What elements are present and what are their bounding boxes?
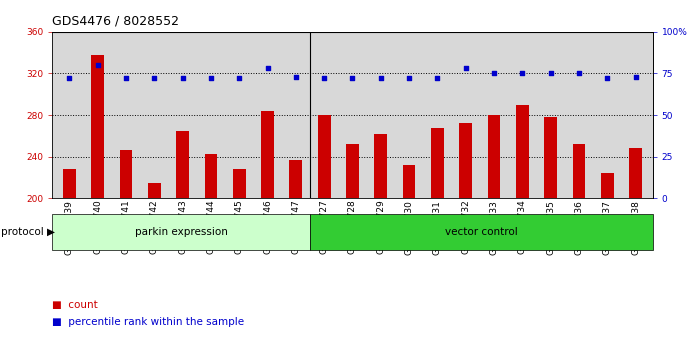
Bar [630,148,642,198]
Bar [119,150,133,198]
Bar [403,165,415,198]
Point [574,71,585,76]
Point [290,74,302,80]
Point [120,76,131,81]
Point [262,65,273,71]
Point [92,62,103,68]
Bar [310,214,653,250]
Point [489,71,500,76]
Bar [459,123,472,198]
Bar [318,115,331,198]
Bar [488,115,500,198]
Bar [233,169,246,198]
Point [234,76,245,81]
Text: GDS4476 / 8028552: GDS4476 / 8028552 [52,14,179,27]
Bar [52,214,310,250]
Bar [601,173,614,198]
Point [149,76,160,81]
Point [205,76,216,81]
Bar [205,154,217,198]
Point [347,76,358,81]
Bar [176,131,189,198]
Bar [374,134,387,198]
Text: ■  percentile rank within the sample: ■ percentile rank within the sample [52,318,244,327]
Point [376,76,387,81]
Bar [516,105,529,198]
Bar [572,144,586,198]
Point [630,74,641,80]
Point [403,76,415,81]
Point [64,76,75,81]
Point [460,65,471,71]
Bar [261,111,274,198]
Point [432,76,443,81]
Bar [431,127,444,198]
Point [517,71,528,76]
Text: ■  count: ■ count [52,300,98,310]
Point [545,71,556,76]
Point [318,76,329,81]
Bar [346,144,359,198]
Bar [148,183,161,198]
Bar [544,117,557,198]
Text: parkin expression: parkin expression [135,227,228,237]
Text: vector control: vector control [445,227,518,237]
Bar [91,55,104,198]
Bar [63,169,75,198]
Point [602,76,613,81]
Text: protocol ▶: protocol ▶ [1,227,55,237]
Point [177,76,188,81]
Bar [290,160,302,198]
